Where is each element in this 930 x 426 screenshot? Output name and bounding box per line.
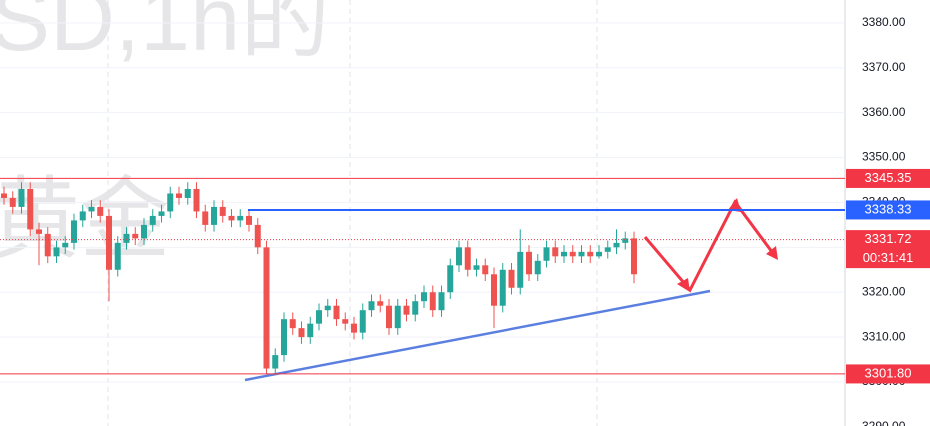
y-tick-label: 3290.00 <box>862 419 906 426</box>
candle-body <box>237 215 244 221</box>
candle-body <box>491 274 497 306</box>
candle-body <box>289 319 296 329</box>
candle-body <box>149 215 156 225</box>
candle-body <box>167 193 174 212</box>
candle-body <box>526 251 532 275</box>
candle-body <box>123 233 130 243</box>
candle-body <box>394 305 401 329</box>
candle-body <box>613 242 620 248</box>
y-tick-label: 3350.00 <box>862 150 906 164</box>
candle-body <box>184 188 191 198</box>
price-label: 3338.33 <box>865 201 912 216</box>
y-tick-label: 3380.00 <box>862 15 906 29</box>
candle-body <box>36 229 42 234</box>
y-tick-label: 3360.00 <box>862 105 906 119</box>
candle-body <box>421 292 427 302</box>
trend-line <box>244 289 711 382</box>
price-label-box <box>846 168 930 188</box>
y-tick-label: 3370.00 <box>862 60 906 74</box>
y-tick-label: 3320.00 <box>862 284 906 298</box>
candle-body <box>499 269 506 306</box>
candle-body <box>62 242 69 248</box>
candle-body <box>79 211 86 221</box>
candle-body <box>368 301 375 311</box>
candle-body <box>359 310 366 333</box>
candle-body <box>508 269 515 288</box>
candle-body <box>254 224 261 248</box>
candle-body <box>534 260 541 275</box>
y-tick-label: 3310.00 <box>862 329 906 343</box>
candle-body <box>473 265 480 270</box>
candle-body <box>552 247 559 257</box>
candle-body <box>412 301 419 315</box>
price-label-box <box>846 200 930 220</box>
candle-body <box>447 265 454 293</box>
price-label: 3345.35 <box>865 170 912 185</box>
candle-body <box>202 211 209 225</box>
candle-body <box>211 206 217 225</box>
candle-body <box>561 251 567 257</box>
candle-body <box>596 251 602 257</box>
candle-body <box>587 251 594 257</box>
watermark: SD,1h的 <box>0 0 330 70</box>
candle-body <box>482 265 489 275</box>
candle-body <box>464 247 471 270</box>
candle-body <box>97 206 104 216</box>
candle-body <box>1 193 7 198</box>
candle-body <box>114 242 121 270</box>
forecast-arrows <box>643 199 777 293</box>
candle-body <box>316 310 322 324</box>
candle-body <box>456 247 462 266</box>
candle-body <box>141 224 147 239</box>
price-label: 3331.72 <box>865 231 912 246</box>
candle-body <box>342 319 349 324</box>
countdown: 00:31:41 <box>863 250 914 265</box>
candle-body <box>298 328 305 338</box>
candle-body <box>351 323 357 333</box>
candle-body <box>193 188 200 212</box>
candle-body <box>307 323 314 338</box>
candle-body <box>219 206 226 216</box>
candle-body <box>53 247 60 257</box>
candle-body <box>106 215 112 270</box>
price-label: 3301.80 <box>865 365 912 380</box>
candle-body <box>71 220 77 243</box>
candle-body <box>631 238 637 275</box>
candle-body <box>386 305 392 329</box>
candle-body <box>176 193 182 198</box>
candle-body <box>578 251 585 257</box>
price-label-box <box>846 230 930 269</box>
candle-body <box>263 247 270 369</box>
time-grid <box>107 0 598 426</box>
candle-body <box>403 305 410 315</box>
candle-body <box>132 233 139 239</box>
candle-body <box>622 238 629 243</box>
candle-body <box>377 301 384 306</box>
candle-body <box>158 211 165 216</box>
candle-body <box>44 233 51 257</box>
candle-body <box>438 292 445 311</box>
candle-body <box>228 215 235 221</box>
candle-body <box>333 305 340 320</box>
arrow-heads <box>677 198 778 292</box>
candle-body <box>246 215 252 225</box>
candle-body <box>604 247 611 252</box>
candle-body <box>27 188 34 230</box>
candle-body <box>324 305 331 311</box>
candle-body <box>517 251 524 288</box>
candle-body <box>9 197 16 207</box>
candle-body <box>18 188 25 207</box>
candle-body <box>569 251 576 257</box>
price-label-box <box>846 364 930 384</box>
candle-body <box>272 355 279 369</box>
candle-body <box>88 206 95 212</box>
candle-body <box>281 319 287 356</box>
candle-body <box>543 247 550 261</box>
candle-body <box>429 292 436 311</box>
